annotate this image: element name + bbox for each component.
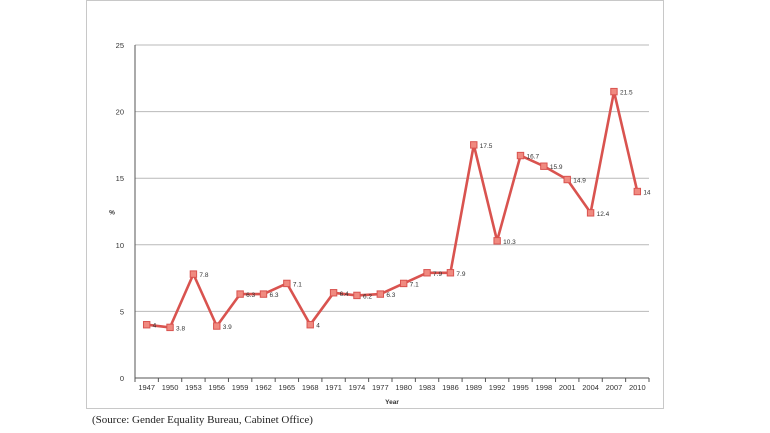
y-tick-label: 25 — [116, 41, 124, 50]
data-label: 6.3 — [246, 292, 255, 299]
y-tick-label: 10 — [116, 241, 124, 250]
x-tick-label: 1962 — [255, 383, 272, 392]
data-point — [610, 87, 618, 96]
data-point — [236, 290, 244, 298]
x-tick-label: 1983 — [419, 383, 436, 392]
data-label: 6.3 — [270, 292, 279, 299]
data-label: 4 — [316, 323, 320, 330]
x-tick-label: 1968 — [302, 383, 319, 392]
data-label: 6.3 — [386, 292, 395, 299]
data-label: 7.9 — [456, 271, 465, 278]
x-tick-label: 1989 — [465, 383, 482, 392]
y-tick-label: 20 — [116, 108, 124, 117]
data-label: 16.7 — [527, 154, 540, 161]
data-label: 15.9 — [550, 164, 563, 171]
x-tick-label: 1977 — [372, 383, 389, 392]
x-tick-label: 1971 — [325, 383, 342, 392]
x-axis-title: Year — [385, 399, 399, 406]
data-point — [399, 279, 408, 288]
data-point — [540, 162, 548, 170]
data-point — [446, 269, 455, 277]
x-tick-label: 1980 — [395, 383, 412, 392]
y-tick-label: 0 — [120, 374, 124, 383]
data-point — [563, 175, 571, 184]
data-label: 12.4 — [597, 211, 610, 218]
x-tick-label: 1965 — [279, 383, 296, 392]
x-tick-label: 1995 — [512, 383, 529, 392]
x-tick-label: 1959 — [232, 383, 249, 392]
data-label: 3.9 — [223, 324, 232, 331]
y-tick-label: 15 — [116, 174, 124, 183]
data-label: 7.8 — [199, 272, 208, 279]
data-point — [283, 279, 291, 288]
data-label: 7.9 — [433, 271, 442, 278]
data-point — [493, 237, 501, 245]
x-tick-label: 2001 — [559, 383, 576, 392]
data-point — [586, 209, 595, 217]
data-label: 6.4 — [340, 291, 349, 298]
x-tick-label: 1998 — [536, 383, 553, 392]
data-label: 4 — [153, 323, 157, 330]
y-tick-label: 5 — [120, 307, 124, 316]
x-tick-label: 2004 — [582, 383, 599, 392]
x-tick-label: 2010 — [629, 383, 646, 392]
chart-frame — [86, 0, 664, 409]
data-label: 7.1 — [410, 281, 419, 288]
data-label: 17.5 — [480, 143, 493, 150]
series-line — [146, 90, 639, 329]
x-tick-label: 1974 — [349, 383, 366, 392]
data-label: 21.5 — [620, 90, 633, 97]
x-tick-label: 1992 — [489, 383, 506, 392]
x-tick-label: 1953 — [185, 383, 202, 392]
data-point — [329, 289, 338, 297]
x-tick-label: 1986 — [442, 383, 459, 392]
data-point — [423, 269, 431, 277]
data-point — [516, 151, 525, 160]
source-note: (Source: Gender Equality Bureau, Cabinet… — [92, 414, 313, 426]
data-label: 14 — [643, 190, 651, 197]
data-label: 10.3 — [503, 239, 516, 246]
data-label: 7.1 — [293, 281, 302, 288]
y-axis-title: % — [109, 210, 115, 217]
data-point — [142, 321, 151, 329]
data-point — [213, 322, 221, 330]
data-point — [259, 290, 268, 298]
x-tick-label: 1950 — [162, 383, 179, 392]
x-tick-label: 2007 — [606, 383, 623, 392]
data-label: 14.9 — [573, 178, 586, 185]
x-tick-label: 1947 — [138, 383, 155, 392]
data-point — [166, 323, 174, 332]
data-point — [633, 187, 642, 196]
data-label: 6.2 — [363, 293, 372, 300]
x-tick-label: 1956 — [208, 383, 225, 392]
data-point — [353, 291, 361, 300]
data-point — [189, 270, 198, 278]
data-point — [376, 290, 385, 298]
data-label: 3.8 — [176, 325, 185, 332]
data-point — [470, 141, 478, 149]
data-point — [306, 321, 314, 329]
